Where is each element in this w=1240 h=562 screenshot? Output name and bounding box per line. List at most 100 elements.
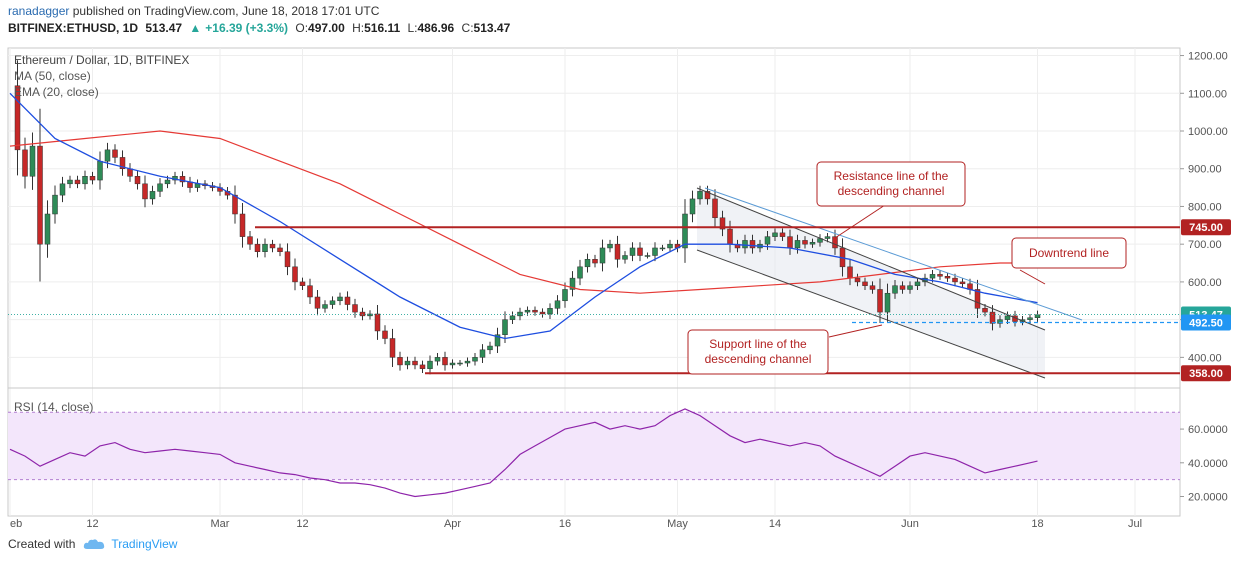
publish-text: published on TradingView.com, June 18, 2…	[72, 4, 380, 18]
price-tick-label: 900.00	[1188, 164, 1222, 176]
candle-body	[1004, 315, 1011, 320]
tradingview-link[interactable]: TradingView	[111, 537, 178, 551]
candle-body	[284, 251, 291, 268]
candle-body	[989, 311, 996, 324]
candle-body	[727, 228, 733, 245]
chart-title: Ethereum / Dollar, 1D, BITFINEX	[14, 53, 189, 67]
candle-body	[742, 240, 748, 249]
price-axis[interactable]: 400.00500.00600.00700.00800.00900.001000…	[1180, 51, 1228, 365]
time-tick-label: 12	[86, 518, 98, 530]
candle-body	[232, 194, 238, 215]
candle-body	[802, 240, 808, 245]
candle-body	[584, 259, 591, 268]
rsi-axis[interactable]: 20.0000 40.0000 60.0000	[1180, 424, 1228, 504]
candle-body	[277, 247, 283, 252]
open-value: 497.00	[308, 21, 345, 35]
candle-body	[74, 179, 81, 185]
candle-body	[937, 274, 943, 277]
candle-body	[119, 157, 126, 169]
candle-body	[37, 145, 43, 245]
candle-body	[464, 360, 471, 364]
time-tick-label: Mar	[211, 518, 230, 530]
candle-body	[532, 309, 538, 313]
tradingview-cloud-icon	[84, 539, 105, 549]
price-tick-label: 1200.00	[1188, 51, 1228, 63]
level-492-tag-bg	[1181, 314, 1231, 331]
candle-body	[764, 236, 771, 245]
candle-body	[562, 289, 568, 302]
candle-body	[607, 243, 613, 249]
candle-body	[322, 304, 328, 309]
candle-body	[809, 242, 816, 245]
candle-body	[599, 247, 606, 264]
high-value: 516.11	[364, 21, 401, 35]
annotation-resistance-line1: Resistance line of the	[834, 169, 949, 183]
candle-body	[877, 289, 883, 313]
annotation-support: Support line of the descending channel	[687, 324, 883, 375]
candle-body	[629, 247, 636, 256]
candle-body	[524, 309, 531, 313]
low-value: 486.96	[417, 21, 455, 35]
price-change: +16.39 (+3.3%)	[205, 21, 289, 35]
candle-body	[314, 296, 321, 309]
time-axis[interactable]: eb 12 Mar 12 Apr 16 May 14 Jun 18 Jul	[10, 518, 1142, 530]
close-prefix: C:	[461, 21, 474, 35]
candle-body	[952, 277, 958, 283]
time-tick-label: eb	[10, 518, 22, 530]
candle-body	[697, 191, 703, 200]
ma-legend: MA (50, close)	[14, 69, 91, 83]
annotation-resistance-line2: descending channel	[838, 184, 945, 198]
candle-body	[659, 247, 666, 250]
candle-body	[539, 311, 546, 315]
candle-body	[824, 236, 831, 239]
footer: Created with TradingView	[8, 537, 177, 551]
candle-body	[434, 357, 441, 362]
candle-body	[382, 330, 388, 339]
created-with-label: Created with	[8, 537, 76, 551]
ema20-line	[9, 92, 1038, 340]
candle-body	[419, 364, 426, 369]
downtrend-line	[704, 187, 1083, 321]
price-tick-label: 400.00	[1188, 352, 1222, 364]
candle-body	[862, 281, 868, 286]
candle-body	[344, 296, 351, 305]
candle-body	[637, 247, 643, 256]
candle-body	[67, 179, 73, 185]
candle-body	[689, 198, 696, 215]
candle-body	[254, 243, 261, 252]
candle-body	[869, 285, 876, 290]
candle-body	[479, 349, 486, 358]
candle-body	[1034, 314, 1041, 318]
candle-body	[412, 360, 418, 366]
candle-body	[157, 183, 163, 192]
price-tick-label: 1100.00	[1188, 88, 1227, 100]
low-prefix: L:	[407, 21, 418, 35]
candle-body	[644, 255, 651, 257]
candle-body	[509, 315, 516, 320]
level-358-tag-bg	[1181, 365, 1231, 382]
candle-body	[944, 276, 951, 279]
candle-body	[899, 285, 906, 290]
candle-body	[374, 313, 381, 332]
time-tick-label: 12	[296, 518, 308, 530]
rsi-line	[9, 408, 1038, 498]
candle-body	[749, 240, 756, 249]
candle-body	[929, 274, 936, 279]
price-chart[interactable]: Resistance line of the descending channe…	[0, 40, 1240, 530]
candle-body	[112, 149, 118, 158]
level-745-tag: 745.00	[1189, 222, 1223, 234]
candle-body	[22, 149, 28, 177]
ema-legend: EMA (20, close)	[14, 85, 99, 99]
annotation-resistance: Resistance line of the descending channe…	[816, 161, 966, 239]
candle-body	[149, 191, 156, 200]
candle-body	[52, 194, 58, 215]
change-triangle-icon: ▲	[189, 21, 202, 35]
candle-body	[847, 266, 853, 279]
symbol-label: BITFINEX:ETHUSD, 1D	[8, 21, 139, 35]
candle-body	[787, 236, 793, 249]
candle-body	[974, 289, 981, 309]
candle-body	[457, 362, 463, 365]
author-link[interactable]: ranadagger	[8, 4, 70, 18]
candle-body	[337, 296, 343, 302]
